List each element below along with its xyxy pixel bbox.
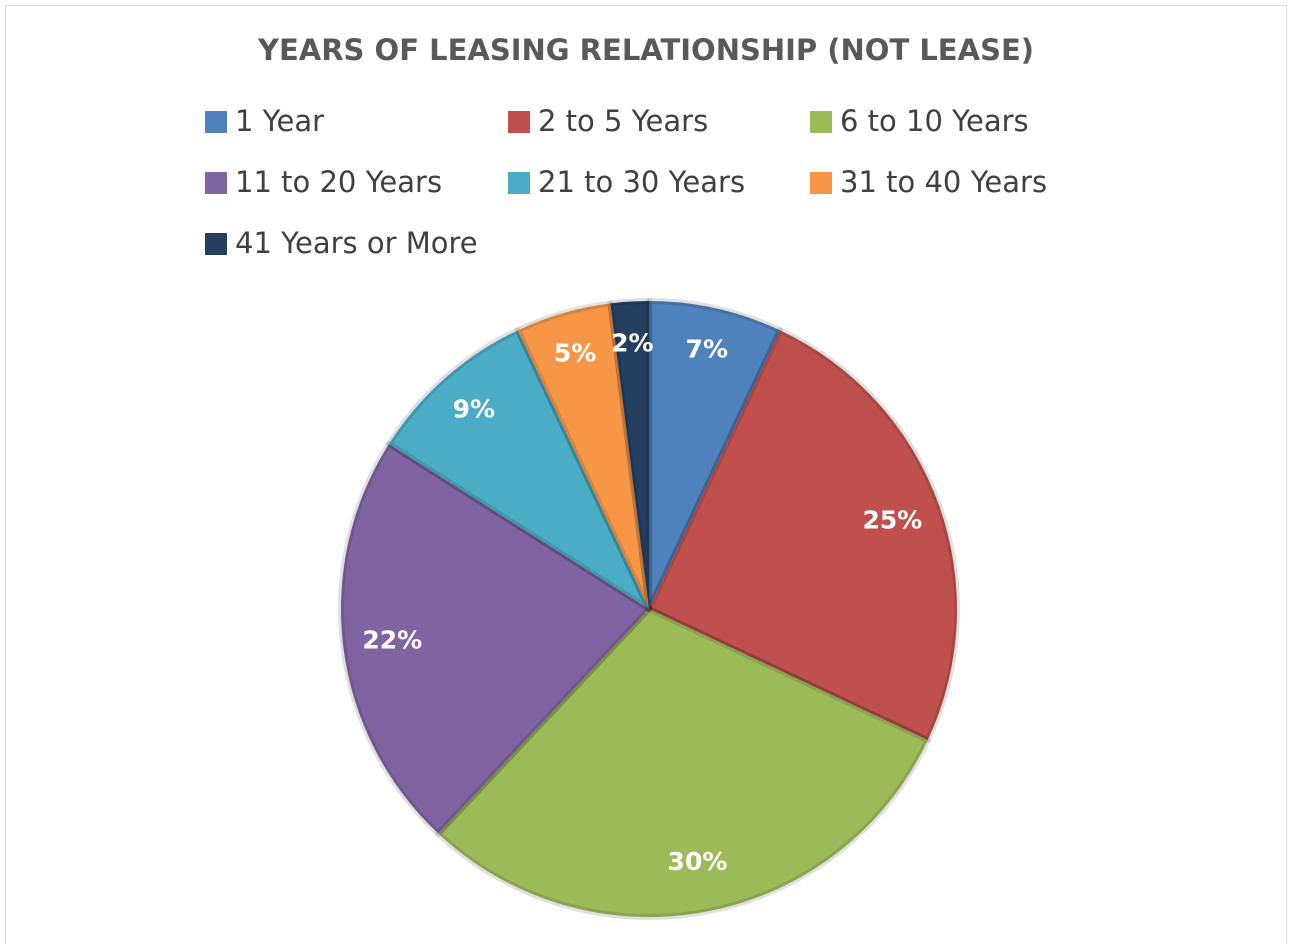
pie-slice [607,298,652,612]
data-label: 30% [668,847,728,876]
data-label: 22% [362,625,422,654]
legend-label: 11 to 20 Years [235,165,442,199]
legend-swatch [810,111,832,133]
legend-label: 1 Year [235,104,324,138]
chart-title: YEARS OF LEASING RELATIONSHIP (NOT LEASE… [257,33,1034,67]
legend-label: 2 to 5 Years [538,104,708,138]
legend-label: 31 to 40 Years [840,165,1047,199]
pie-slice [435,606,931,920]
data-label: 2% [611,329,653,358]
data-label: 7% [686,334,728,363]
data-label: 9% [453,394,495,423]
legend-swatch [205,233,227,255]
legend-label: 21 to 30 Years [538,165,745,199]
legend-swatch [810,172,832,194]
legend-swatch [508,111,530,133]
legend-swatch [205,172,227,194]
pie-slice [338,440,652,837]
pie-slice [646,327,960,744]
legend-label: 6 to 10 Years [840,104,1029,138]
pie-slice [385,327,652,612]
legend-label: 41 Years or More [235,226,478,260]
pie-slice [514,300,652,612]
pie-slice [646,298,784,612]
legend-swatch [205,111,227,133]
legend-swatch [508,172,530,194]
data-label: 25% [863,505,923,534]
data-label: 5% [554,339,596,368]
